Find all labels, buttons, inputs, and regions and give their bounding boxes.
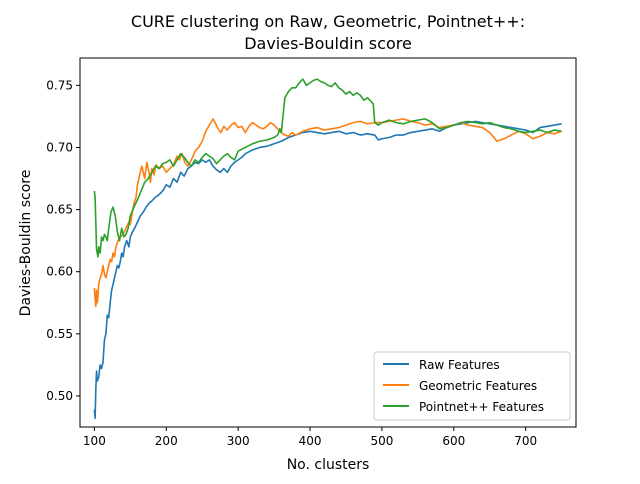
x-tick-label: 300 <box>227 434 250 448</box>
chart-title-line-2: Davies-Bouldin score <box>244 34 412 53</box>
series-line-raw-features <box>93 120 562 420</box>
y-axis-label: Davies-Bouldin score <box>18 170 34 317</box>
x-tick-label: 100 <box>83 434 106 448</box>
x-tick-label: 400 <box>299 434 322 448</box>
y-tick-label: 0.65 <box>46 203 73 217</box>
y-tick-label: 0.60 <box>46 265 73 279</box>
legend: Raw Features Geometric Features Pointnet… <box>373 351 571 421</box>
x-tick-label: 500 <box>370 434 393 448</box>
legend-label-pointnet-features: Pointnet++ Features <box>419 400 544 414</box>
plot-area: 100 200 300 400 500 600 700 0.500.550.600.650.… <box>46 57 577 448</box>
legend-label-geometric-features: Geometric Features <box>419 379 537 393</box>
x-tick-label: 600 <box>442 434 465 448</box>
x-axis-ticks: 100 200 300 400 500 600 700 <box>83 427 537 448</box>
y-tick-label: 0.50 <box>46 389 73 403</box>
y-axis-ticks: 0.50 0.55 0.60 0.65 0.70 0.75 <box>46 78 80 403</box>
plot-frame <box>79 57 577 428</box>
chart-title-line-1: CURE clustering on Raw, Geometric, Point… <box>131 12 525 31</box>
x-tick-label: 200 <box>155 434 178 448</box>
series-line-geometric-features <box>93 118 562 308</box>
x-axis-label: No. clusters <box>287 457 370 473</box>
series-line-pointnet-features <box>93 78 562 258</box>
legend-label-raw-features: Raw Features <box>419 358 500 372</box>
x-tick-label: 700 <box>514 434 537 448</box>
y-tick-label: 0.55 <box>46 327 73 341</box>
series-layer <box>93 78 562 420</box>
legend-box <box>373 351 571 421</box>
y-tick-label: 0.75 <box>46 78 73 92</box>
y-tick-label: 0.70 <box>46 140 73 154</box>
